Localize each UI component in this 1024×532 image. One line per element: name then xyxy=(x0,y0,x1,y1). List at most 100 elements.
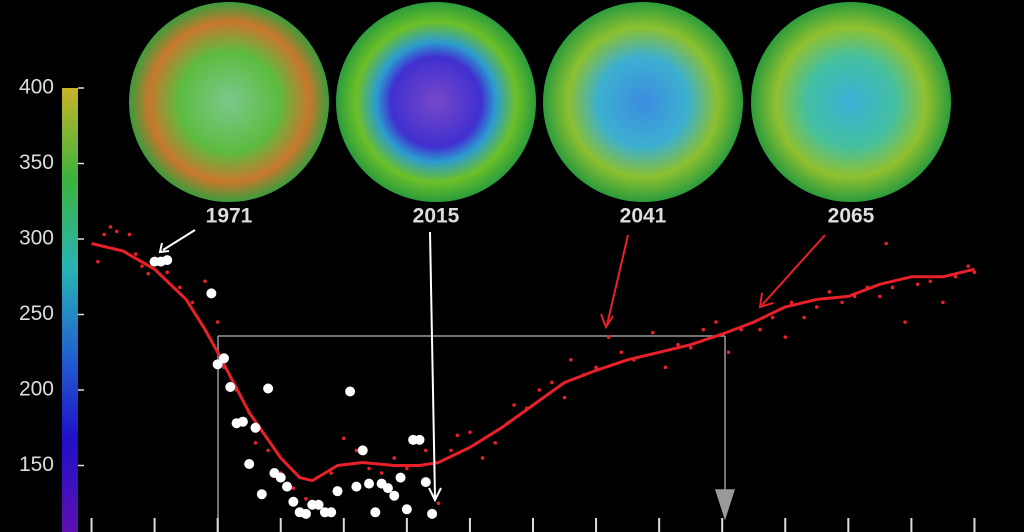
model-point xyxy=(215,320,220,324)
model-point xyxy=(146,271,151,276)
arrow xyxy=(162,229,196,251)
observation-point xyxy=(420,477,431,488)
model-point xyxy=(840,300,844,305)
model-point xyxy=(550,380,554,385)
observation-point xyxy=(382,483,393,494)
model-point xyxy=(890,285,895,290)
globe xyxy=(336,2,536,202)
globe xyxy=(543,2,743,202)
arrow xyxy=(600,313,614,330)
annotation-arrows xyxy=(158,229,826,503)
model-point xyxy=(108,225,113,229)
observation-point xyxy=(256,489,267,500)
model-point xyxy=(140,264,144,268)
observation-point xyxy=(250,422,261,433)
observation-point xyxy=(212,359,223,370)
arrow xyxy=(606,234,629,326)
model-point xyxy=(524,406,529,410)
model-point xyxy=(884,241,888,246)
model-point xyxy=(815,305,819,309)
model-point xyxy=(512,403,516,407)
model-point xyxy=(304,496,308,501)
y-tick-label: 150 xyxy=(19,453,54,476)
model-point xyxy=(405,466,409,471)
observation-point xyxy=(364,478,375,489)
model-point xyxy=(455,433,460,438)
model-point xyxy=(865,285,870,290)
model-point xyxy=(562,395,567,400)
observation-point xyxy=(237,416,248,427)
year-label: 2065 xyxy=(828,205,875,228)
model-point xyxy=(632,358,636,362)
model-point xyxy=(96,259,100,264)
model-point xyxy=(758,327,762,332)
year-label: 2015 xyxy=(413,205,460,228)
model-point xyxy=(329,471,333,475)
arrow xyxy=(428,487,442,503)
model-point xyxy=(827,290,832,294)
observation-point xyxy=(427,508,438,519)
model-point xyxy=(203,279,207,284)
model-point xyxy=(739,327,743,332)
observation-point xyxy=(332,486,343,497)
model-point xyxy=(266,448,270,453)
model-point xyxy=(581,373,586,377)
model-point xyxy=(701,327,706,332)
observation-point xyxy=(225,381,236,392)
globes xyxy=(129,2,951,202)
y-tick-label: 300 xyxy=(19,227,54,250)
model-point xyxy=(953,274,958,279)
model-point xyxy=(726,350,731,355)
model-point xyxy=(537,388,542,392)
model-point xyxy=(222,365,226,370)
model-point xyxy=(651,330,655,335)
model-point xyxy=(802,315,806,320)
year-label: 1971 xyxy=(206,205,253,228)
model-point xyxy=(342,436,346,441)
observation-point xyxy=(263,383,274,394)
model-point xyxy=(114,229,119,234)
model-point xyxy=(367,466,371,471)
observation-point xyxy=(162,255,173,266)
model-point xyxy=(234,388,239,392)
model-point xyxy=(102,232,106,237)
model-point xyxy=(165,270,170,275)
observation-point xyxy=(282,481,293,492)
y-tick-label: 350 xyxy=(19,151,54,174)
model-point xyxy=(594,365,598,370)
model-point xyxy=(878,294,882,299)
observation-point xyxy=(370,507,381,518)
model-point xyxy=(852,294,857,299)
y-tick-label: 200 xyxy=(19,378,54,401)
observation-point xyxy=(206,288,217,299)
arrow-head xyxy=(714,489,736,521)
model-point xyxy=(619,350,624,355)
model-point xyxy=(423,448,428,453)
arrow xyxy=(429,231,436,499)
model-point xyxy=(714,320,718,324)
globe xyxy=(129,2,329,202)
model-point xyxy=(903,320,907,324)
model-point xyxy=(133,252,138,256)
observation-point xyxy=(414,434,425,445)
model-point xyxy=(966,264,970,268)
model-point xyxy=(606,335,611,339)
observation-point xyxy=(357,445,368,456)
y-tick-label: 400 xyxy=(19,76,54,99)
model-point xyxy=(291,486,296,490)
observation-point xyxy=(345,386,356,397)
observation-point xyxy=(313,499,324,510)
model-point xyxy=(569,358,573,362)
model-point xyxy=(928,279,933,284)
model-point xyxy=(392,456,397,460)
y-tick-label: 250 xyxy=(19,302,54,325)
observation-point xyxy=(401,504,412,515)
model-point xyxy=(480,456,485,460)
model-point xyxy=(676,342,680,347)
colorbar xyxy=(62,88,78,532)
year-label: 2041 xyxy=(620,205,667,228)
arrow xyxy=(761,234,826,306)
model-point xyxy=(178,285,182,290)
model-point xyxy=(783,335,788,339)
